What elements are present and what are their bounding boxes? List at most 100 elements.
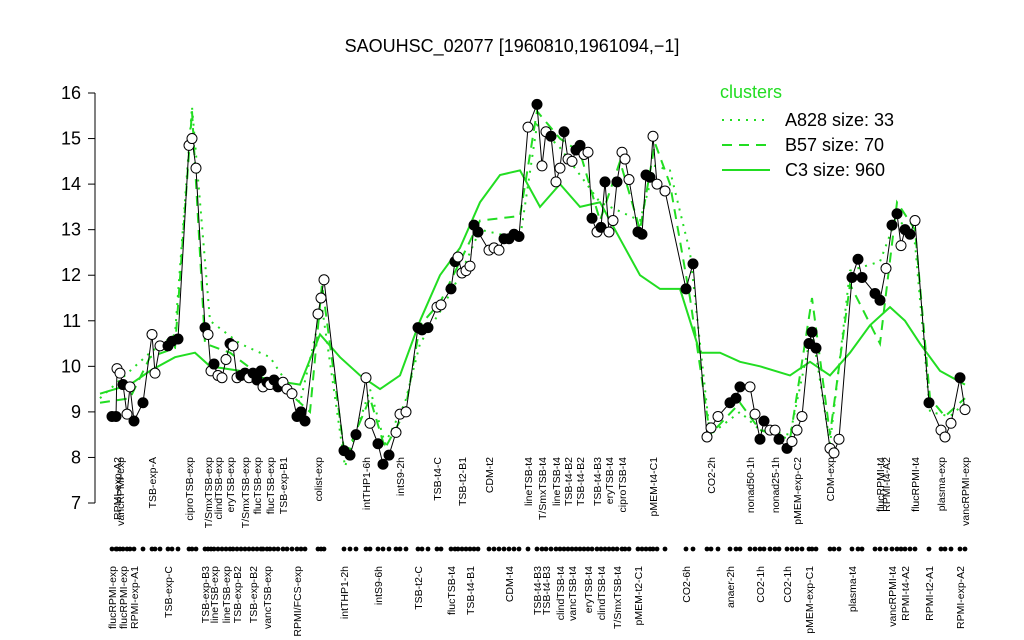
rug-dot	[622, 546, 628, 552]
data-point	[796, 410, 808, 422]
rug-dot	[419, 546, 425, 552]
rug-dot	[471, 546, 477, 552]
data-point	[607, 215, 619, 227]
rug-dot	[127, 546, 133, 552]
rug-dot	[238, 546, 244, 552]
data-point	[545, 130, 557, 142]
rug-dot	[948, 546, 954, 552]
data-point	[651, 178, 663, 190]
data-point	[904, 228, 916, 240]
data-point	[680, 283, 692, 295]
x-label: TSB-t2-B1	[457, 457, 469, 506]
rug-dot	[353, 546, 359, 552]
rug-dot	[752, 546, 758, 552]
x-label: flucRPMI-t4	[910, 457, 922, 512]
x-label: TSB-t4-B3	[541, 566, 553, 615]
data-point	[315, 292, 327, 304]
x-label: colist-exp	[313, 457, 325, 502]
y-tick-label: 16	[61, 83, 81, 103]
rug-dot	[250, 546, 256, 552]
rug-dot	[708, 546, 714, 552]
rug-dot	[767, 546, 773, 552]
data-point	[895, 240, 907, 252]
data-point	[383, 449, 395, 461]
data-point	[623, 174, 635, 186]
x-label: CO2-2h	[706, 457, 718, 494]
rug-dot	[727, 546, 733, 552]
x-label: flucRPMI-t4	[875, 457, 887, 512]
y-tick-label: 11	[62, 311, 81, 331]
rug-dot	[275, 546, 281, 552]
rug-dot	[375, 546, 381, 552]
x-label: CDM-t4	[504, 566, 516, 602]
rug-dot	[589, 546, 595, 552]
rug-dot	[175, 546, 181, 552]
x-label: plasma-t4	[847, 566, 859, 612]
data-point	[554, 162, 566, 174]
x-label: RPMI-exp-A2	[955, 566, 967, 629]
rug-dot	[643, 546, 649, 552]
rug-dot	[211, 546, 217, 552]
x-label: TSB-t2-C	[413, 566, 425, 610]
x-label: plasma-exp	[936, 457, 948, 511]
data-point	[390, 426, 402, 438]
data-point	[202, 328, 214, 340]
rug-dot	[157, 546, 163, 552]
x-label: eryTSB-exp	[225, 457, 237, 513]
rug-dot	[397, 546, 403, 552]
data-point	[603, 226, 615, 238]
rug-dot	[757, 546, 763, 552]
rug-dot	[140, 546, 146, 552]
data-point	[522, 121, 534, 133]
y-tick-label: 7	[71, 493, 81, 513]
rug-dot	[855, 546, 861, 552]
rug-dot	[459, 546, 465, 552]
rug-dot	[215, 546, 221, 552]
y-tick-label: 13	[61, 220, 81, 240]
rug-dot	[475, 546, 481, 552]
rug-dot	[260, 546, 266, 552]
x-label: TSB-exp-A	[147, 457, 159, 508]
rug-dot	[704, 546, 710, 552]
rug-dot	[525, 546, 531, 552]
x-label: anaer-2h	[725, 566, 737, 608]
x-label: intTHP1-6h	[361, 457, 373, 510]
x-label: ciproTSB-t4	[617, 457, 629, 513]
rug-dot	[889, 546, 895, 552]
y-tick-label: 8	[71, 447, 81, 467]
rug-dot	[438, 546, 444, 552]
data-point	[852, 253, 864, 265]
rug-dot	[280, 546, 286, 552]
data-point	[531, 98, 543, 110]
x-label: T/SmxTSB-t4	[612, 566, 624, 629]
data-point	[400, 406, 412, 418]
rug-dot	[594, 546, 600, 552]
rug-dot	[120, 546, 126, 552]
data-point	[318, 274, 330, 286]
rug-dot	[962, 546, 968, 552]
rug-dot	[393, 546, 399, 552]
rug-dot	[553, 546, 559, 552]
data-point	[558, 126, 570, 138]
data-point	[909, 215, 921, 227]
data-point	[687, 258, 699, 270]
rug-dot	[789, 546, 795, 552]
rug-dot	[516, 546, 522, 552]
x-label: TSB-t4-B1	[465, 566, 477, 615]
x-label: vancRPMI-exp	[960, 457, 972, 526]
rug-dot	[242, 546, 248, 552]
y-tick-label: 9	[71, 402, 81, 422]
data-point	[806, 326, 818, 338]
data-point	[758, 415, 770, 427]
x-label: CO2-1h	[782, 566, 794, 603]
rug-dot	[585, 546, 591, 552]
rug-dot	[784, 546, 790, 552]
x-label: intS9-2h	[395, 457, 407, 496]
data-point	[954, 372, 966, 384]
data-point	[828, 447, 840, 459]
data-point	[493, 244, 505, 256]
data-point	[227, 340, 239, 352]
x-label: vancTSB-t4	[567, 566, 579, 621]
data-point	[536, 160, 548, 172]
x-label: pMEM-t2-C1	[633, 566, 645, 626]
